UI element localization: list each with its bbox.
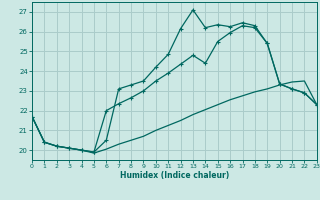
X-axis label: Humidex (Indice chaleur): Humidex (Indice chaleur) xyxy=(120,171,229,180)
